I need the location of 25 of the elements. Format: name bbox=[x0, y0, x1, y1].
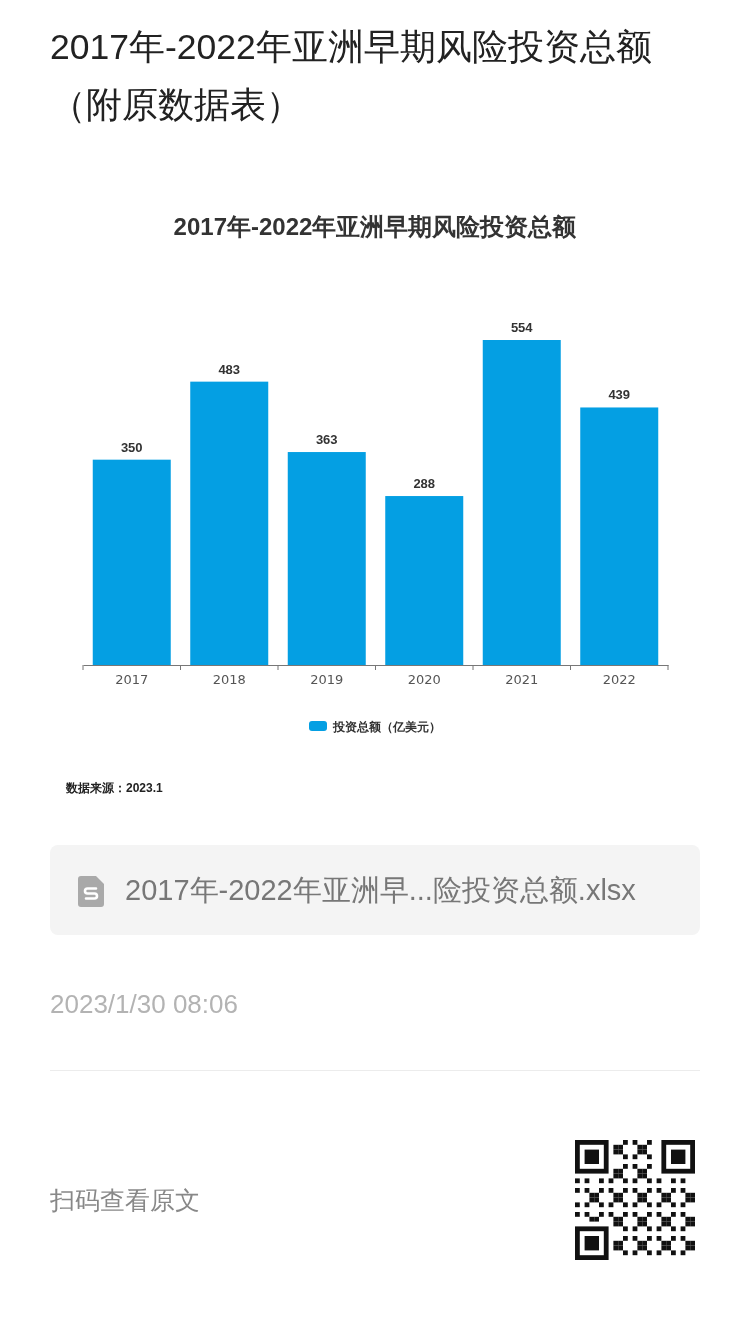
bar bbox=[92, 459, 171, 665]
data-label: 288 bbox=[413, 476, 436, 492]
text: 2023/1/30 08:06 bbox=[50, 988, 238, 1020]
bar bbox=[385, 496, 464, 665]
data-label: 439 bbox=[608, 387, 631, 403]
legend-label: 投资总额（亿美元） bbox=[332, 719, 441, 734]
chart-title: 2017年-2022年亚洲早期风险投资总额 bbox=[173, 213, 578, 240]
text: 扫码查看原文 bbox=[50, 1185, 200, 1216]
bar bbox=[482, 340, 561, 665]
x-tick-label: 2020 bbox=[407, 672, 441, 688]
data-label: 350 bbox=[120, 439, 143, 455]
x-tick-label: 2021 bbox=[505, 672, 539, 688]
x-tick-label: 2022 bbox=[602, 672, 636, 688]
text: 2017年-2022年亚洲早期风险投资总额（附原数据表） bbox=[50, 26, 653, 127]
data-label: 363 bbox=[315, 432, 338, 448]
file-card: 2017年-2022年亚洲早...险投资总额.xlsx bbox=[50, 845, 700, 935]
data-label: 554 bbox=[510, 320, 534, 335]
data-label: 483 bbox=[218, 361, 241, 377]
x-tick-label: 2017 bbox=[115, 672, 149, 688]
source-note: 数据来源：2023.1 bbox=[66, 780, 163, 796]
x-tick-label: 2019 bbox=[310, 672, 344, 688]
bar bbox=[190, 381, 269, 665]
bar bbox=[580, 407, 659, 665]
x-tick-label: 2018 bbox=[212, 672, 246, 688]
bar bbox=[287, 452, 366, 665]
